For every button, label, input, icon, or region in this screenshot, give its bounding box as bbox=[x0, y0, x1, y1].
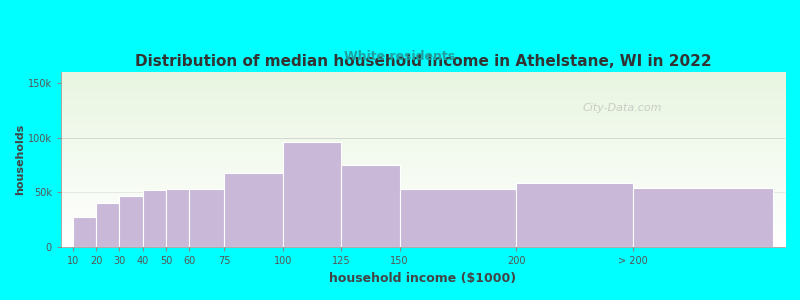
Bar bbox=[73, 217, 96, 248]
Bar bbox=[225, 173, 283, 248]
Bar bbox=[142, 190, 166, 247]
Bar bbox=[96, 203, 119, 247]
Bar bbox=[190, 189, 225, 248]
X-axis label: household income ($1000): household income ($1000) bbox=[330, 272, 517, 285]
Bar bbox=[119, 196, 142, 248]
Bar bbox=[400, 189, 516, 248]
Text: City-Data.com: City-Data.com bbox=[582, 103, 662, 113]
Bar bbox=[516, 183, 633, 248]
Y-axis label: households: households bbox=[15, 124, 25, 195]
Bar bbox=[342, 165, 400, 247]
Bar bbox=[166, 189, 190, 248]
Title: Distribution of median household income in Athelstane, WI in 2022: Distribution of median household income … bbox=[134, 54, 711, 69]
Bar bbox=[283, 142, 342, 248]
Bar bbox=[633, 188, 774, 247]
Text: White residents: White residents bbox=[345, 50, 455, 64]
